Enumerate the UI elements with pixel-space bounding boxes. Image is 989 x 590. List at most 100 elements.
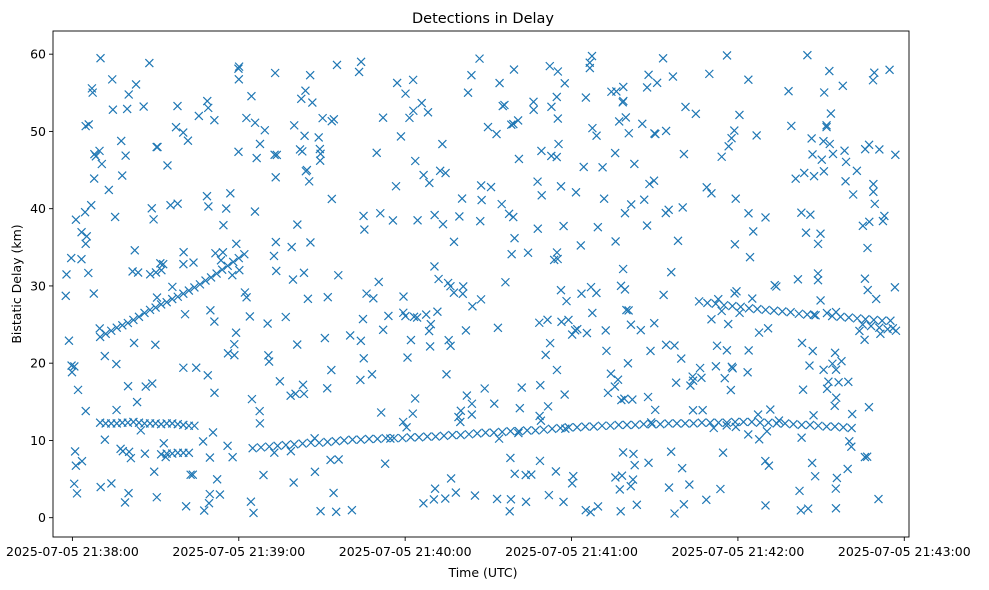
data-point [202,191,212,201]
data-point [161,452,171,462]
data-point [645,179,654,189]
data-point [95,323,105,333]
data-point [252,153,262,163]
data-point [858,221,868,231]
data-point [543,401,553,411]
data-point [158,259,168,269]
data-point [722,418,732,428]
data-point [494,434,504,444]
data-point [481,428,490,438]
data-point [752,131,762,140]
data-point [763,418,773,428]
data-point [697,418,707,428]
data-point [825,139,835,149]
data-point [245,311,255,321]
data-point [77,227,86,237]
data-point [681,102,690,112]
data-point [621,305,631,315]
data-point [534,318,544,328]
data-point [670,509,679,518]
data-point [572,422,582,432]
data-point [150,340,160,350]
data-point [227,270,237,280]
data-point [694,296,704,306]
data-point [292,340,302,349]
data-point [463,88,473,98]
data-point [339,436,349,445]
data-point [860,274,870,284]
data-point [73,385,83,395]
data-point [443,278,453,288]
data-point [747,417,757,427]
data-point [644,70,654,80]
data-point [318,113,328,123]
data-point [780,419,790,428]
data-point [666,447,676,457]
data-point [77,254,86,264]
data-point [847,423,857,433]
data-point [178,128,188,138]
data-point [299,268,309,278]
data-point [223,348,233,358]
data-point [492,129,501,139]
data-point [722,345,732,355]
data-point [587,308,597,318]
data-point [885,316,895,326]
data-point [89,174,99,183]
data-point [591,288,601,298]
data-point [844,313,854,323]
data-point [260,125,270,135]
data-point [140,308,149,318]
data-point [803,504,813,514]
data-point [456,430,466,440]
data-point [183,136,193,146]
y-tick-label: 40 [30,201,46,216]
data-point [822,122,831,132]
data-point [136,425,146,435]
data-point [816,229,825,239]
data-point [298,439,307,448]
data-point [458,282,468,291]
data-point [552,365,562,375]
data-point [198,437,208,446]
y-tick-label: 30 [30,278,46,293]
data-point [808,346,818,356]
data-point [83,268,93,278]
data-point [510,233,519,243]
data-point [96,482,106,492]
data-point [732,286,741,296]
data-point [432,307,442,317]
data-point [310,433,320,443]
data-point [868,179,878,189]
data-point [228,257,238,267]
data-point [545,338,555,348]
data-point [593,222,603,232]
data-point [701,495,711,505]
data-point [270,68,280,78]
data-point [495,78,504,88]
data-point [388,216,398,225]
data-point [501,277,510,287]
x-tick-label: 2025-07-05 21:42:00 [672,544,805,559]
data-point [626,481,636,491]
data-point [642,83,652,92]
data-point [649,176,659,186]
data-point [234,265,244,275]
data-point [688,376,698,386]
data-point [430,262,439,271]
data-point [504,209,514,219]
data-point [405,113,414,123]
data-point [755,418,765,428]
data-point [301,166,311,176]
data-point [347,505,357,515]
data-point [86,200,96,210]
data-point [124,447,134,457]
data-point [615,484,625,494]
data-point [359,353,369,363]
data-point [315,144,325,154]
data-point [809,171,819,181]
data-point [134,312,144,322]
data-point [132,397,142,407]
data-point [668,72,678,82]
data-point [247,394,257,404]
